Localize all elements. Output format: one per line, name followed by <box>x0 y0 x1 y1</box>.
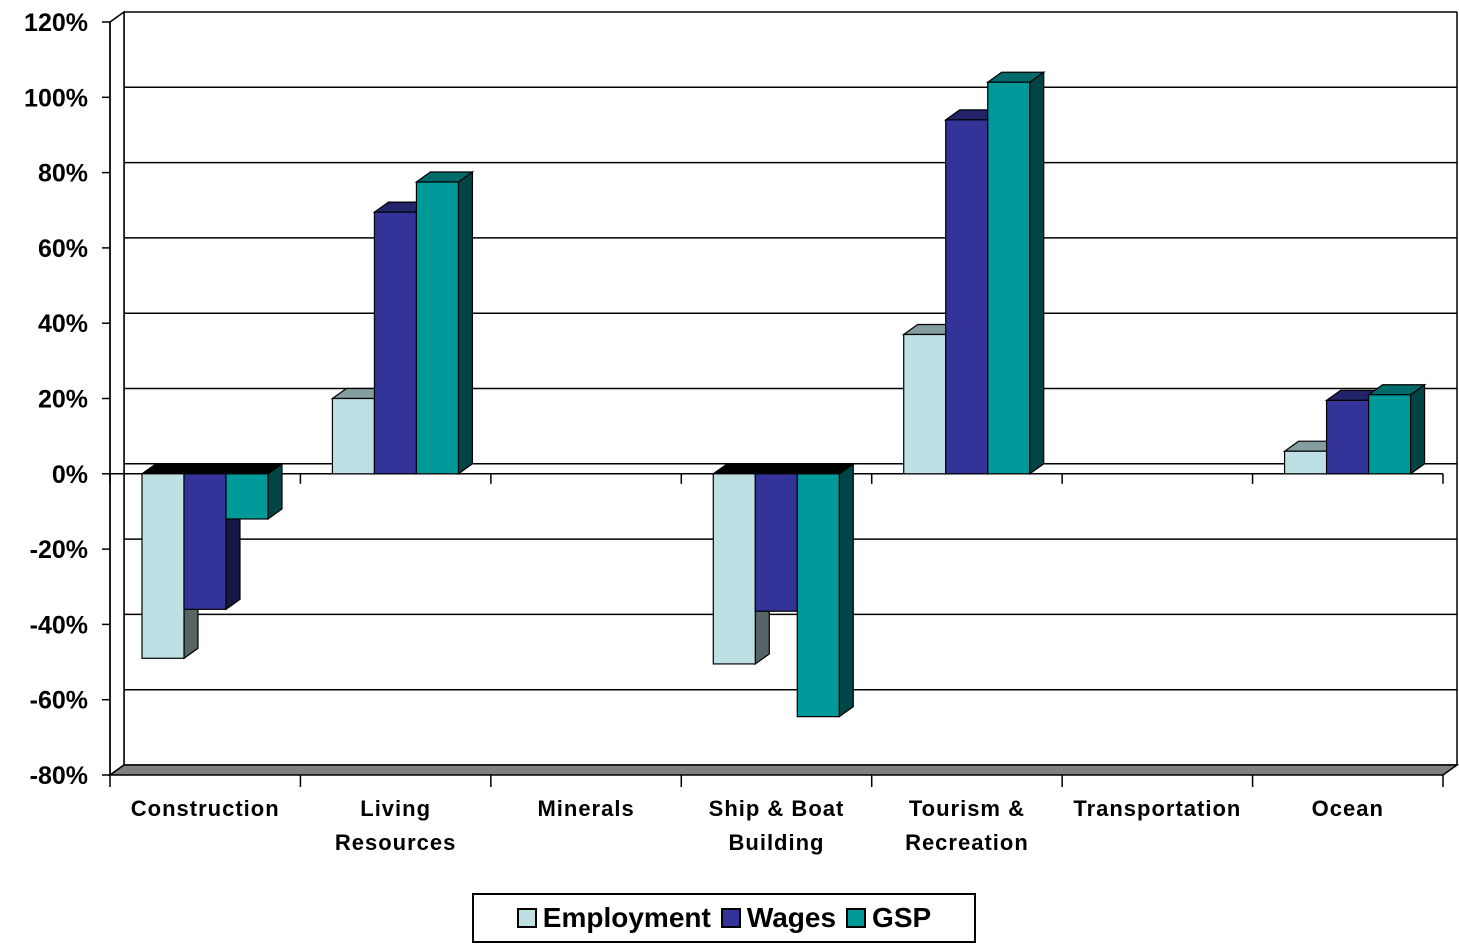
y-tick-label: -80% <box>30 762 88 790</box>
x-category-label: Living <box>360 796 431 821</box>
legend-label-employment: Employment <box>542 902 711 933</box>
y-tick-label: 120% <box>24 9 88 37</box>
side-wall <box>109 10 125 777</box>
legend-swatch-gsp <box>846 908 867 928</box>
legend-item-employment: Employment <box>516 902 711 934</box>
bar <box>183 473 227 610</box>
x-category-label: Ocean <box>1312 796 1384 821</box>
bar <box>1367 394 1412 475</box>
legend-item-wages: Wages <box>720 902 837 934</box>
bar-side <box>1409 383 1426 475</box>
bar <box>225 473 269 520</box>
bar <box>141 473 185 659</box>
x-category-label: Minerals <box>537 796 634 821</box>
y-tick-label: 40% <box>38 310 88 338</box>
bar <box>1283 450 1328 475</box>
x-category-label: Resources <box>335 830 457 855</box>
legend-swatch-employment <box>516 908 537 928</box>
x-category-label: Building <box>729 830 825 855</box>
x-category-label: Tourism & <box>909 796 1025 821</box>
legend-swatch-wages <box>720 908 741 928</box>
y-tick-label: 100% <box>24 84 88 112</box>
bar <box>903 333 947 475</box>
legend-label-wages: Wages <box>746 902 837 933</box>
y-tick-label: 20% <box>38 386 88 414</box>
bar <box>754 473 798 612</box>
bar <box>331 397 376 475</box>
x-category-label: Construction <box>131 796 280 821</box>
bar <box>945 119 989 475</box>
bar <box>415 181 460 475</box>
bar <box>373 211 418 475</box>
bar <box>1325 399 1370 475</box>
bar-side <box>838 462 854 718</box>
y-tick-label: 60% <box>38 235 88 263</box>
x-category-label: Transportation <box>1073 796 1241 821</box>
bar-side <box>1029 71 1045 475</box>
floor <box>107 764 1459 776</box>
x-category-label: Ship & Boat <box>709 796 845 821</box>
y-tick-label: -40% <box>30 611 88 639</box>
x-category-label: Recreation <box>905 830 1029 855</box>
bar <box>712 473 756 665</box>
y-tick-label: -20% <box>30 536 88 564</box>
y-tick-label: 0% <box>52 461 88 489</box>
bar <box>987 81 1031 475</box>
y-tick-label: -60% <box>30 687 88 715</box>
legend: Employment Wages GSP <box>472 893 976 943</box>
legend-item-gsp: GSP <box>846 902 931 934</box>
y-tick-label: 80% <box>38 160 88 188</box>
bar-side <box>457 170 474 475</box>
bar <box>796 473 840 718</box>
legend-label-gsp: GSP <box>872 902 932 933</box>
